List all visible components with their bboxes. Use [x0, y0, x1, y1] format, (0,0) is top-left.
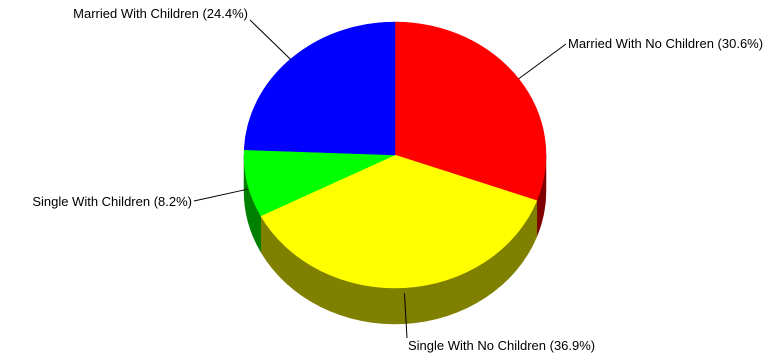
leader-line-married-with-children — [249, 19, 291, 60]
slice-label-single-with-children: Single With Children (8.2%) — [32, 194, 192, 209]
pie-slice-married-with-no-children — [394, 21, 547, 201]
pie-slice-married-with-children — [243, 21, 396, 156]
pie-slice-single-with-no-children — [260, 154, 538, 289]
leader-line-single-with-children — [193, 188, 248, 202]
pie-labels: Married With No Children (30.6%) Single W… — [32, 6, 763, 353]
slice-label-married-with-no-children: Married With No Children (30.6%) — [568, 36, 763, 51]
slice-label-single-with-no-children: Single With No Children (36.9%) — [408, 338, 595, 353]
leader-line-single-with-no-children — [403, 293, 408, 339]
slice-label-married-with-children: Married With Children (24.4%) — [73, 6, 248, 21]
leader-line-married-with-no-children — [518, 43, 567, 80]
pie-tops — [243, 21, 547, 289]
